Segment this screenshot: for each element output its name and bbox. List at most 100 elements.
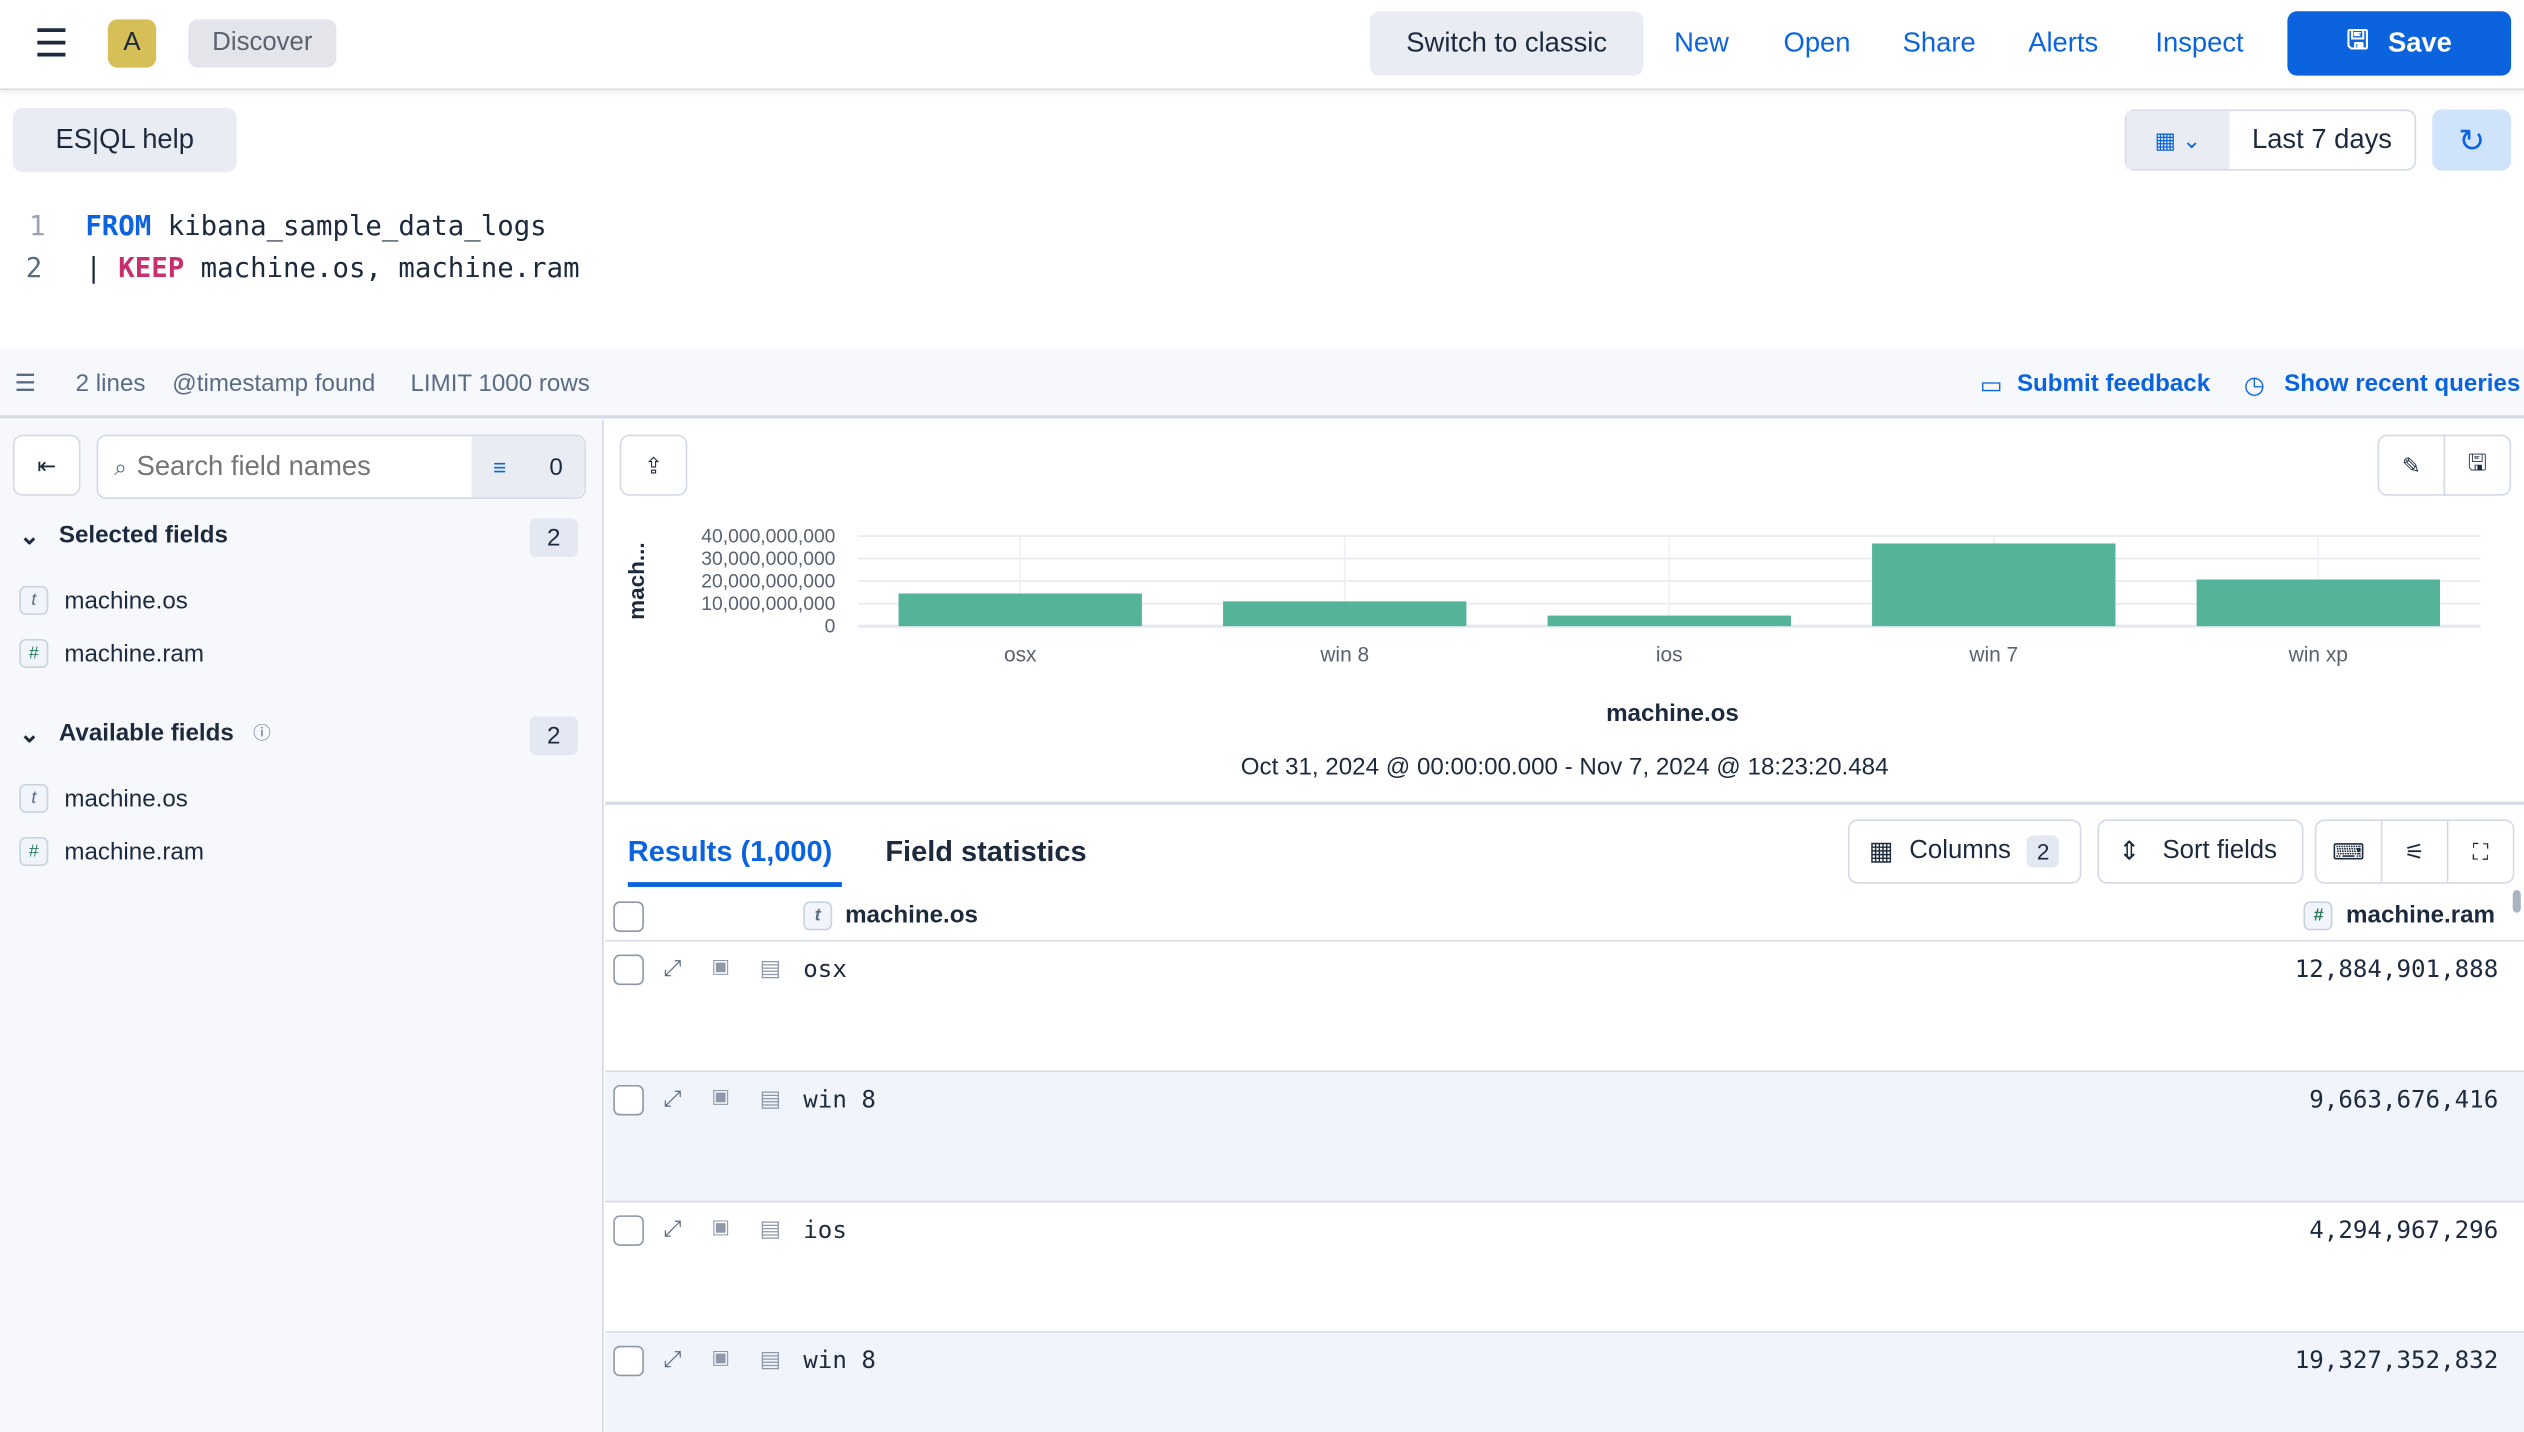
columns-label: Columns — [1909, 837, 2011, 865]
field-item[interactable]: t machine.os — [19, 583, 188, 618]
expand-icon[interactable]: ⤢ — [663, 1084, 682, 1111]
esql-help-button[interactable]: ES|QL help — [12, 107, 237, 173]
column-header-machine-os[interactable]: t machine.os — [803, 901, 978, 931]
menu-icon[interactable]: ☰ — [34, 21, 69, 66]
divider — [605, 801, 2524, 805]
alerts-link[interactable]: Alerts — [2028, 27, 2099, 58]
cell-machine-ram[interactable]: 12,884,901,888 — [2294, 954, 2499, 984]
field-filter-button[interactable]: ≡ 0 — [471, 436, 585, 498]
number-type-icon: # — [19, 837, 49, 867]
switch-classic-button[interactable]: Switch to classic — [1369, 11, 1644, 76]
display-settings-icon[interactable]: ⚟ — [2382, 820, 2449, 883]
x-tick-label: osx — [1004, 644, 1037, 667]
text-type-icon: t — [19, 783, 49, 813]
table-row[interactable]: ⤢ ▣ ▤ osx 12,884,901,888 — [605, 941, 2524, 1073]
filter-icon: ≡ — [493, 453, 507, 480]
keyword: FROM — [85, 210, 152, 244]
keyboard-icon[interactable]: ⌨ — [2316, 820, 2383, 883]
document-icon[interactable]: ▤ — [759, 954, 782, 981]
scrollbar[interactable] — [2512, 890, 2521, 913]
share-link[interactable]: Share — [1902, 27, 1976, 58]
y-axis-label: mach... — [624, 542, 649, 620]
x-tick-label: win xp — [2288, 644, 2348, 667]
row-checkbox[interactable] — [613, 1345, 644, 1377]
cell-machine-os[interactable]: osx — [803, 954, 847, 984]
save-icon: 🖫 — [2346, 26, 2369, 54]
refresh-icon[interactable]: ↻ — [2432, 109, 2512, 171]
wrap-icon[interactable]: ☰ — [14, 370, 37, 398]
compare-icon[interactable]: ▣ — [711, 1084, 730, 1108]
code-editor[interactable]: 1 FROM kibana_sample_data_logs 2 | KEEP ma… — [0, 206, 1288, 290]
expand-icon[interactable]: ⤢ — [663, 1345, 682, 1372]
help-icon[interactable]: ⓘ — [253, 724, 271, 744]
cell-machine-ram[interactable]: 4,294,967,296 — [2309, 1215, 2499, 1245]
compare-icon[interactable]: ▣ — [711, 1215, 730, 1238]
field-name: machine.os — [64, 586, 188, 615]
x-tick-label: win 7 — [1968, 644, 2018, 667]
toggle-chart-icon[interactable]: ⇪ — [619, 434, 688, 496]
tab-results[interactable]: Results (1,000) — [627, 835, 842, 887]
row-checkbox[interactable] — [613, 1084, 644, 1116]
fullscreen-icon[interactable]: ⛶ — [2472, 837, 2489, 864]
document-icon[interactable]: ▤ — [759, 1215, 782, 1242]
query-status-bar: ☰ 2 lines @timestamp found LIMIT 1000 ro… — [0, 347, 2524, 419]
cell-machine-ram[interactable]: 9,663,676,416 — [2309, 1084, 2499, 1114]
collapse-sidebar-icon[interactable]: ⇤ — [12, 434, 81, 496]
date-picker[interactable]: ▦ ⌄ Last 7 days — [2124, 109, 2417, 171]
grid-header: t machine.os # machine.ram — [605, 890, 2524, 942]
bar-chart: 40,000,000,00030,000,000,00020,000,000,0… — [624, 526, 2481, 727]
expand-icon[interactable]: ⤢ — [663, 1215, 682, 1242]
field-item[interactable]: # machine.ram — [19, 636, 204, 671]
cell-machine-ram[interactable]: 19,327,352,832 — [2294, 1345, 2499, 1375]
document-icon[interactable]: ▤ — [759, 1084, 782, 1111]
tab-field-statistics[interactable]: Field statistics — [885, 835, 1087, 868]
field-item[interactable]: t machine.os — [19, 781, 188, 816]
field-name: machine.os — [64, 784, 188, 813]
available-fields-toggle[interactable]: ⌄ Available fields ⓘ — [19, 720, 270, 749]
save-visualization-icon[interactable]: 🖫 — [2443, 434, 2512, 496]
show-recent-queries-link[interactable]: Show recent queries — [2284, 370, 2521, 398]
calendar-icon[interactable]: ▦ ⌄ — [2126, 111, 2230, 170]
keyword: KEEP — [118, 252, 185, 285]
column-header-machine-ram[interactable]: # machine.ram — [2304, 901, 2496, 931]
row-checkbox[interactable] — [613, 954, 644, 986]
y-tick-label: 30,000,000,000 — [701, 549, 835, 570]
row-checkbox[interactable] — [613, 1215, 644, 1246]
submit-feedback-link[interactable]: Submit feedback — [2016, 370, 2211, 398]
table-row[interactable]: ⤢ ▣ ▤ ios 4,294,967,296 — [605, 1202, 2524, 1333]
select-all-checkbox[interactable] — [613, 901, 644, 933]
columns-button[interactable]: ▦ Columns 2 — [1847, 819, 2082, 884]
time-range[interactable]: Last 7 days — [2251, 123, 2392, 155]
cell-machine-os[interactable]: win 8 — [803, 1345, 876, 1375]
code-text: kibana_sample_data_logs — [151, 210, 547, 244]
sort-fields-button[interactable]: ⇕ Sort fields — [2097, 819, 2304, 884]
cell-machine-os[interactable]: ios — [803, 1215, 847, 1245]
breadcrumb-discover[interactable]: Discover — [188, 19, 337, 68]
grid-toolbar: ⌨ ⚟ ⛶ — [2314, 819, 2515, 884]
filter-count: 0 — [549, 453, 563, 481]
avatar[interactable]: A — [107, 19, 157, 68]
inspect-link[interactable]: Inspect — [2155, 27, 2244, 58]
selected-fields-toggle[interactable]: ⌄ Selected fields — [19, 522, 228, 551]
x-axis-label: machine.os — [1606, 700, 1739, 727]
save-button[interactable]: 🖫 Save — [2287, 11, 2512, 76]
cell-machine-os[interactable]: win 8 — [803, 1084, 876, 1114]
compare-icon[interactable]: ▣ — [711, 1345, 730, 1369]
field-name: machine.ram — [64, 837, 204, 866]
expand-icon[interactable]: ⤢ — [663, 954, 682, 981]
new-link[interactable]: New — [1674, 27, 1729, 58]
search-field-names-input[interactable] — [136, 450, 443, 483]
save-label: Save — [2387, 27, 2452, 58]
field-item[interactable]: # machine.ram — [19, 834, 204, 869]
columns-count: 2 — [2027, 835, 2060, 868]
table-row[interactable]: ⤢ ▣ ▤ win 8 9,663,676,416 — [605, 1072, 2524, 1203]
code-text: machine.os, machine.ram — [184, 252, 580, 285]
document-icon[interactable]: ▤ — [759, 1345, 782, 1372]
selected-fields-title: Selected fields — [58, 521, 228, 549]
table-row[interactable]: ⤢ ▣ ▤ win 8 19,327,352,832 — [605, 1332, 2524, 1432]
open-link[interactable]: Open — [1783, 27, 1851, 58]
edit-visualization-icon[interactable]: ✎ — [2377, 434, 2446, 496]
compare-icon[interactable]: ▣ — [711, 954, 730, 978]
column-name: machine.ram — [2346, 901, 2496, 929]
